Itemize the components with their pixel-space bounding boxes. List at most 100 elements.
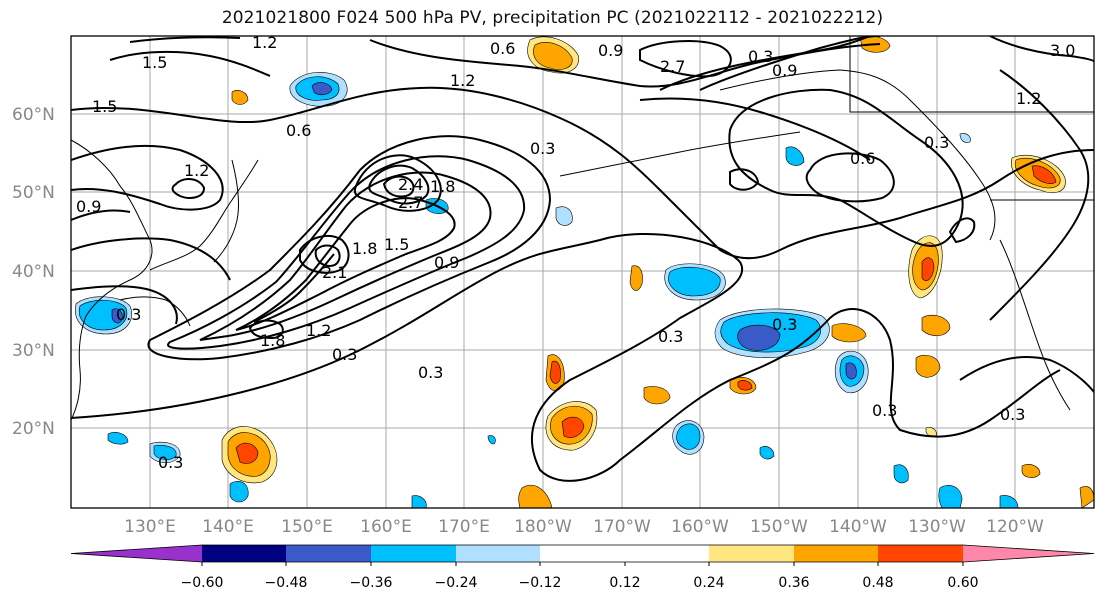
colorbar-ticks: −0.60 −0.48 −0.36 −0.24 −0.12 0.12 0.24 … — [181, 575, 979, 591]
lon-label: 180°W — [514, 517, 572, 537]
contour-label: 0.3 — [116, 305, 141, 324]
contour-label: 2.1 — [322, 263, 347, 282]
contour-label: 1.2 — [306, 321, 331, 340]
precip-blob — [487, 435, 496, 445]
precip-blob — [845, 362, 857, 380]
contour-label: 2.7 — [660, 57, 685, 76]
precip-blob — [111, 308, 123, 324]
contour-label: 1.8 — [430, 177, 455, 196]
precip-blob — [999, 495, 1019, 508]
contour-label: 1.5 — [384, 235, 409, 254]
precip-blob — [668, 266, 721, 297]
lon-label: 130°E — [124, 517, 176, 537]
contour-label: 0.9 — [76, 197, 101, 216]
contour-label: 1.2 — [252, 33, 277, 52]
lon-label: 120°W — [986, 517, 1044, 537]
contour-label: 0.3 — [924, 133, 949, 152]
precip-blob — [921, 315, 951, 337]
precip-blob — [518, 484, 553, 508]
contour-label: 0.3 — [332, 345, 357, 364]
lon-label: 170°W — [593, 517, 651, 537]
colorbar: −0.60 −0.48 −0.36 −0.24 −0.12 0.12 0.24 … — [70, 544, 1095, 591]
colorbar-tick-label: −0.12 — [519, 575, 562, 591]
precip-blob — [107, 432, 129, 445]
contour-label: 2.4 — [398, 175, 423, 194]
contour-label: 0.6 — [286, 121, 311, 140]
precip-blob — [1021, 464, 1041, 478]
longitude-labels: 130°E 140°E 150°E 160°E 170°E 180°W 170°… — [124, 517, 1044, 537]
precip-blob — [1031, 165, 1057, 184]
precip-blob — [153, 445, 177, 460]
precip-blob — [549, 360, 561, 384]
contour-label: 3.0 — [1050, 41, 1075, 60]
contour-label: 0.3 — [530, 139, 555, 158]
lon-label: 160°W — [671, 517, 729, 537]
precip-blob — [759, 446, 775, 460]
colorbar-tick-label: −0.60 — [181, 575, 224, 591]
precip-blob — [893, 464, 909, 484]
contour-label: 1.8 — [260, 331, 285, 350]
colorbar-tick-label: 0.12 — [609, 575, 640, 591]
lon-label: 140°W — [829, 517, 887, 537]
contour-label: 0.9 — [772, 61, 797, 80]
lat-label-60n: 60°N — [12, 105, 55, 125]
precip-blob — [533, 42, 573, 70]
precip-blob — [737, 380, 753, 391]
precip-negative-shading — [75, 71, 1019, 508]
contour-label: 0.3 — [418, 363, 443, 382]
precip-blob — [229, 481, 249, 503]
colorbar-segment — [202, 545, 286, 562]
precip-blob — [78, 299, 128, 331]
precip-blob — [1079, 486, 1094, 508]
colorbar-tick-label: −0.24 — [435, 575, 478, 591]
chart-title: 2021021800 F024 500 hPa PV, precipitatio… — [221, 8, 884, 28]
colorbar-segment — [625, 545, 709, 562]
contour-label: 0.9 — [598, 41, 623, 60]
contour-label: 0.3 — [658, 327, 683, 346]
lat-label-50n: 50°N — [12, 183, 55, 203]
precip-blob — [737, 324, 781, 351]
colorbar-segment — [456, 545, 540, 562]
coastlines — [71, 36, 1094, 421]
precip-blob — [555, 206, 573, 226]
latitude-labels: 60°N 50°N 40°N 30°N 20°N — [12, 105, 55, 439]
precip-blob — [231, 90, 249, 105]
precip-blob — [629, 265, 643, 291]
contour-label: 0.3 — [158, 453, 183, 472]
contour-label: 0.6 — [490, 39, 515, 58]
colorbar-segment — [540, 545, 625, 562]
precip-blob — [311, 82, 333, 96]
pv-contours — [71, 36, 1094, 482]
colorbar-tick-label: −0.36 — [350, 575, 393, 591]
precip-blob — [235, 442, 259, 464]
precip-blob — [921, 257, 935, 281]
contour-label: 1.5 — [92, 97, 117, 116]
precip-blob — [938, 485, 963, 508]
lon-label: 130°W — [908, 517, 966, 537]
precip-blob — [831, 323, 867, 343]
contour-label: 0.3 — [1000, 405, 1025, 424]
contour-label: 0.3 — [748, 47, 773, 66]
contour-label: 1.8 — [352, 239, 377, 258]
colorbar-tick-label: 0.60 — [947, 575, 978, 591]
contour-label: 0.3 — [772, 315, 797, 334]
precip-blob — [561, 416, 585, 438]
colorbar-segments — [70, 544, 1095, 566]
colorbar-segment — [709, 545, 794, 562]
precip-blob — [411, 495, 427, 508]
precip-blob — [785, 146, 805, 166]
colorbar-tick-label: 0.24 — [693, 575, 724, 591]
precip-positive-shading — [221, 36, 1094, 508]
contour-label: 0.3 — [872, 401, 897, 420]
precip-blob — [676, 423, 701, 450]
colorbar-tick-label: 0.48 — [862, 575, 893, 591]
colorbar-segment — [794, 545, 878, 562]
lon-label: 140°E — [202, 517, 254, 537]
precip-blob — [959, 133, 971, 143]
lat-label-40n: 40°N — [12, 262, 55, 282]
colorbar-segment — [286, 545, 371, 562]
contour-label: 1.2 — [450, 71, 475, 90]
colorbar-extend-left — [71, 545, 202, 562]
contour-label: 1.5 — [142, 53, 167, 72]
